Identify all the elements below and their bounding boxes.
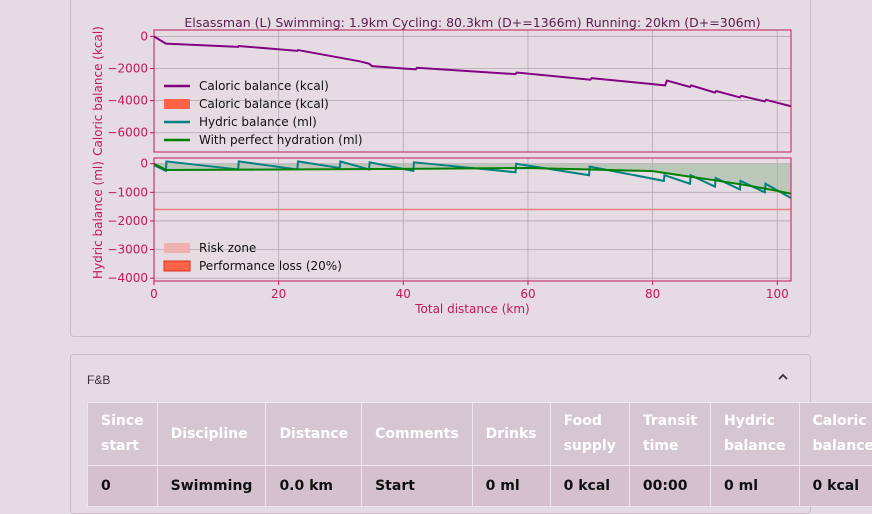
header-label: Transit xyxy=(643,413,697,429)
y-axis-label-bottom: Hydric balance (ml) xyxy=(91,161,105,279)
legend-swatch xyxy=(164,261,190,271)
x-tick-label: 60 xyxy=(520,287,535,301)
col-drinks[interactable]: Drinks xyxy=(472,403,550,466)
table-row: 0 Swimming 0.0 km Start 0 ml 0 kcal 00:0… xyxy=(88,466,872,507)
x-tick-label: 0 xyxy=(150,287,158,301)
y-axis-label-top: Caloric balance (kcal) xyxy=(91,26,105,156)
header-label: Discipline xyxy=(171,426,248,442)
chart-title: Elsassman (L) Swimming: 1.9km Cycling: 8… xyxy=(184,15,760,30)
x-tick-label: 100 xyxy=(766,287,789,301)
col-caloric-balance[interactable]: Caloric balance xyxy=(799,403,872,466)
fb-expander-title: F&B xyxy=(87,373,110,387)
y-tick-label: −6000 xyxy=(107,126,148,140)
table-cell: 0.0 km xyxy=(266,466,362,507)
legend-label: Performance loss (20%) xyxy=(199,259,342,273)
y-tick-label: −2000 xyxy=(107,62,148,76)
header-label: Food xyxy=(564,413,602,429)
header-label: balance xyxy=(724,438,785,454)
header-label: Distance xyxy=(279,426,348,442)
legend-label: Risk zone xyxy=(199,241,256,255)
y-tick-label: −4000 xyxy=(107,94,148,108)
x-axis-label: Total distance (km) xyxy=(414,302,530,316)
col-food-supply[interactable]: Food supply xyxy=(550,403,629,466)
col-transit-time[interactable]: Transit time xyxy=(629,403,710,466)
col-since-start[interactable]: Since start xyxy=(88,403,158,466)
header-label: supply xyxy=(564,438,616,454)
y-tick-label: 0 xyxy=(140,29,148,43)
y-tick-label: 0 xyxy=(140,157,148,171)
header-label: Since xyxy=(101,413,144,429)
table-cell: 0 xyxy=(88,466,158,507)
legend-label: Hydric balance (ml) xyxy=(199,115,317,129)
legend-label: Caloric balance (kcal) xyxy=(199,97,329,111)
legend-swatch xyxy=(164,99,190,109)
table-cell: 0 kcal xyxy=(799,466,872,507)
col-discipline[interactable]: Discipline xyxy=(157,403,266,466)
legend-label: Caloric balance (kcal) xyxy=(199,79,329,93)
y-tick-label: −1000 xyxy=(107,185,148,199)
header-label: Comments xyxy=(375,426,459,442)
x-tick-label: 20 xyxy=(271,287,286,301)
legend-label: With perfect hydration (ml) xyxy=(199,133,363,147)
header-label: Hydric xyxy=(724,413,775,429)
header-label: Caloric xyxy=(813,413,867,429)
table-cell: Start xyxy=(362,466,473,507)
y-tick-label: −2000 xyxy=(107,214,148,228)
y-tick-label: −4000 xyxy=(107,271,148,285)
header-label: balance xyxy=(813,438,872,454)
chart-card: Elsassman (L) Swimming: 1.9km Cycling: 8… xyxy=(70,0,811,337)
col-distance[interactable]: Distance xyxy=(266,403,362,466)
col-comments[interactable]: Comments xyxy=(362,403,473,466)
series-caloric-balance-kcal- xyxy=(154,36,791,106)
table-cell: 0 kcal xyxy=(550,466,629,507)
table-cell: Swimming xyxy=(157,466,266,507)
x-tick-label: 80 xyxy=(645,287,660,301)
chevron-up-icon[interactable] xyxy=(777,369,789,385)
header-label: time xyxy=(643,438,679,454)
legend-swatch xyxy=(164,243,190,253)
y-tick-label: −3000 xyxy=(107,243,148,257)
table-cell: 0 ml xyxy=(711,466,799,507)
header-label: start xyxy=(101,438,139,454)
header-label: Drinks xyxy=(486,426,537,442)
x-tick-label: 40 xyxy=(396,287,411,301)
table-cell: 00:00 xyxy=(629,466,710,507)
col-hydric-balance[interactable]: Hydric balance xyxy=(711,403,799,466)
table-cell: 0 ml xyxy=(472,466,550,507)
balance-chart: Elsassman (L) Swimming: 1.9km Cycling: 8… xyxy=(71,0,812,337)
